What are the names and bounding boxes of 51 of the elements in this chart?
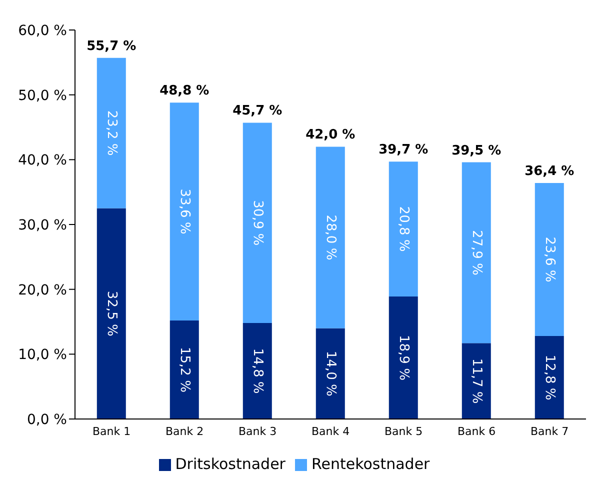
x-tick-label: Bank 1 xyxy=(92,424,131,438)
data-label: 18,9 % xyxy=(396,335,411,380)
bar xyxy=(316,146,345,328)
bar xyxy=(388,162,418,296)
y-tick-label: 20,0 % xyxy=(18,282,67,298)
y-tick-label: 0,0 % xyxy=(26,412,67,428)
x-tick-label: Bank 3 xyxy=(238,424,277,438)
data-label: 23,2 % xyxy=(104,110,119,156)
total-label: 48,8 % xyxy=(160,84,210,99)
data-label: 28,0 % xyxy=(322,214,338,260)
total-label: 36,4 % xyxy=(524,164,574,180)
bar xyxy=(242,323,272,419)
data-label: 12,8 % xyxy=(542,354,557,400)
bar xyxy=(388,296,418,419)
total-label: 45,7 % xyxy=(232,104,282,119)
x-tick-label: Bank 7 xyxy=(530,424,569,438)
data-label: 20,8 % xyxy=(396,206,411,252)
data-label: 30,9 % xyxy=(250,200,265,246)
total-label: 39,7 % xyxy=(378,142,428,158)
data-label: 32,5 % xyxy=(104,290,119,336)
total-label: 42,0 % xyxy=(306,128,356,143)
y-tick-label: 30,0 % xyxy=(18,217,67,234)
x-tick-label: Bank 2 xyxy=(165,424,204,438)
data-label: 11,7 % xyxy=(468,358,484,404)
y-tick-label: 40,0 % xyxy=(18,152,67,169)
x-tick-label: Bank 6 xyxy=(457,424,496,438)
bar xyxy=(462,162,491,344)
data-label: 33,6 % xyxy=(176,188,192,234)
bar xyxy=(316,328,345,419)
legend-label: Rentekostnader xyxy=(311,455,430,473)
total-label: 55,7 % xyxy=(86,38,136,54)
x-tick-label: Bank 4 xyxy=(311,424,350,438)
y-tick-label: 50,0 % xyxy=(18,88,67,104)
total-label: 39,5 % xyxy=(452,143,502,158)
legend-label: Dritskostnader xyxy=(175,455,286,473)
bar xyxy=(170,102,199,320)
bar xyxy=(462,343,491,419)
bar xyxy=(96,208,126,419)
data-label: 27,9 % xyxy=(468,230,484,276)
data-label: 23,6 % xyxy=(542,236,557,282)
bar xyxy=(242,122,272,324)
y-tick-label: 10,0 % xyxy=(18,347,67,364)
bar xyxy=(96,58,126,208)
bar xyxy=(534,336,564,419)
bar xyxy=(534,183,564,336)
data-label: 15,2 % xyxy=(176,347,192,392)
data-label: 14,0 % xyxy=(322,350,338,396)
bar xyxy=(170,320,199,419)
y-tick-label: 60,0 % xyxy=(18,22,67,39)
data-label: 14,8 % xyxy=(250,348,265,394)
x-tick-label: Bank 5 xyxy=(384,424,423,438)
